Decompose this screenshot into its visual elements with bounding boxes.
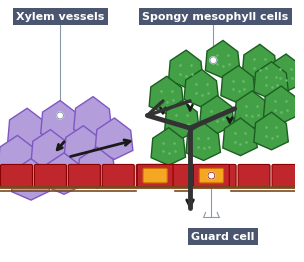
FancyBboxPatch shape — [238, 165, 270, 187]
Polygon shape — [186, 123, 220, 161]
FancyBboxPatch shape — [204, 165, 236, 187]
Polygon shape — [12, 159, 50, 200]
FancyBboxPatch shape — [136, 165, 168, 187]
Polygon shape — [31, 130, 69, 171]
Polygon shape — [242, 44, 277, 82]
Polygon shape — [78, 147, 116, 188]
Polygon shape — [221, 66, 255, 103]
Polygon shape — [41, 101, 79, 142]
Polygon shape — [199, 96, 234, 133]
FancyBboxPatch shape — [1, 165, 33, 187]
Polygon shape — [184, 69, 219, 107]
Circle shape — [210, 57, 217, 64]
Polygon shape — [254, 62, 288, 99]
FancyBboxPatch shape — [102, 165, 134, 187]
Text: Xylem vessels: Xylem vessels — [16, 12, 104, 21]
FancyBboxPatch shape — [34, 165, 66, 187]
Polygon shape — [234, 91, 269, 128]
Polygon shape — [64, 126, 102, 167]
Polygon shape — [165, 101, 199, 138]
Polygon shape — [95, 118, 133, 159]
Text: Spongy mesophyll cells: Spongy mesophyll cells — [142, 12, 288, 21]
Polygon shape — [74, 97, 112, 138]
Polygon shape — [254, 112, 288, 150]
Polygon shape — [268, 54, 303, 92]
Text: Guard cell: Guard cell — [191, 232, 255, 242]
Polygon shape — [168, 50, 203, 88]
Polygon shape — [0, 135, 36, 177]
Polygon shape — [151, 128, 185, 165]
FancyBboxPatch shape — [137, 165, 173, 187]
Polygon shape — [149, 76, 184, 114]
Polygon shape — [45, 153, 82, 194]
FancyBboxPatch shape — [272, 165, 304, 187]
Polygon shape — [264, 86, 298, 124]
FancyBboxPatch shape — [143, 168, 167, 183]
Polygon shape — [223, 118, 257, 156]
Polygon shape — [8, 108, 46, 150]
Circle shape — [208, 172, 215, 179]
FancyBboxPatch shape — [170, 165, 202, 187]
FancyBboxPatch shape — [199, 168, 223, 183]
FancyBboxPatch shape — [193, 165, 229, 187]
FancyBboxPatch shape — [68, 165, 100, 187]
Polygon shape — [206, 40, 240, 78]
Circle shape — [57, 112, 64, 119]
